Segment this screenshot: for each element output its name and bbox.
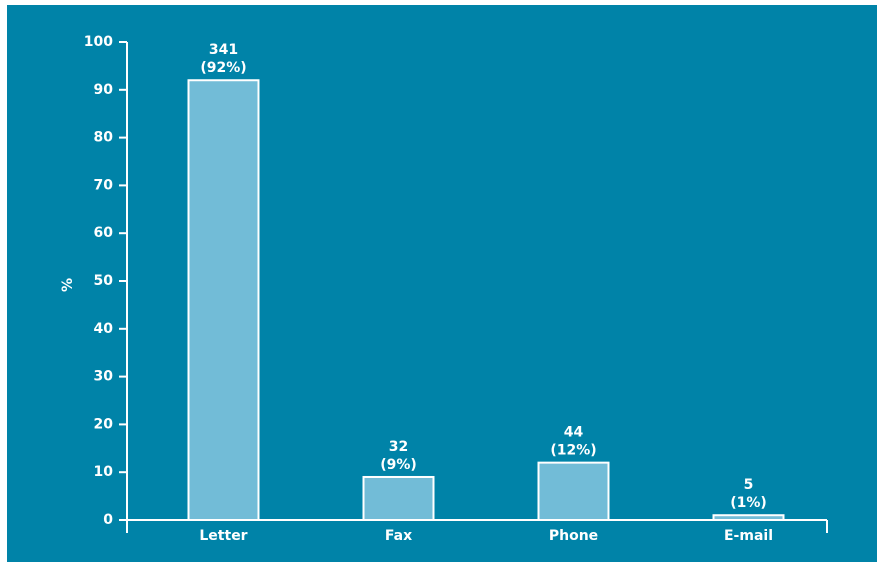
bar <box>187 79 260 522</box>
bar <box>712 514 785 521</box>
bar <box>537 461 610 522</box>
y-tick-label: 60 <box>94 225 114 241</box>
count-label: 32 <box>389 439 408 455</box>
y-tick-label: 30 <box>94 369 114 385</box>
count-label: 44 <box>564 425 584 441</box>
y-tick-label: 10 <box>94 464 114 480</box>
y-tick-label: 90 <box>94 82 114 98</box>
value-label: (9%) <box>380 457 417 473</box>
value-label: (1%) <box>730 495 767 511</box>
x-tick-label: Letter <box>199 528 247 544</box>
y-axis-label: % <box>60 278 76 292</box>
chart-background <box>7 5 877 562</box>
value-label: (92%) <box>200 60 246 76</box>
y-tick-label: 50 <box>94 273 114 289</box>
y-tick-label: 100 <box>84 34 113 50</box>
y-tick-label: 20 <box>94 416 114 432</box>
x-tick-label: E-mail <box>724 528 773 544</box>
bar <box>362 475 435 522</box>
y-tick-label: 40 <box>94 321 114 337</box>
y-tick-label: 0 <box>103 512 113 528</box>
y-tick-label: 70 <box>94 177 114 193</box>
y-tick-label: 80 <box>94 130 114 146</box>
x-tick-label: Fax <box>385 528 412 544</box>
count-label: 5 <box>744 477 754 493</box>
value-label: (12%) <box>550 443 596 459</box>
x-tick-label: Phone <box>549 528 598 544</box>
count-label: 341 <box>209 42 238 58</box>
